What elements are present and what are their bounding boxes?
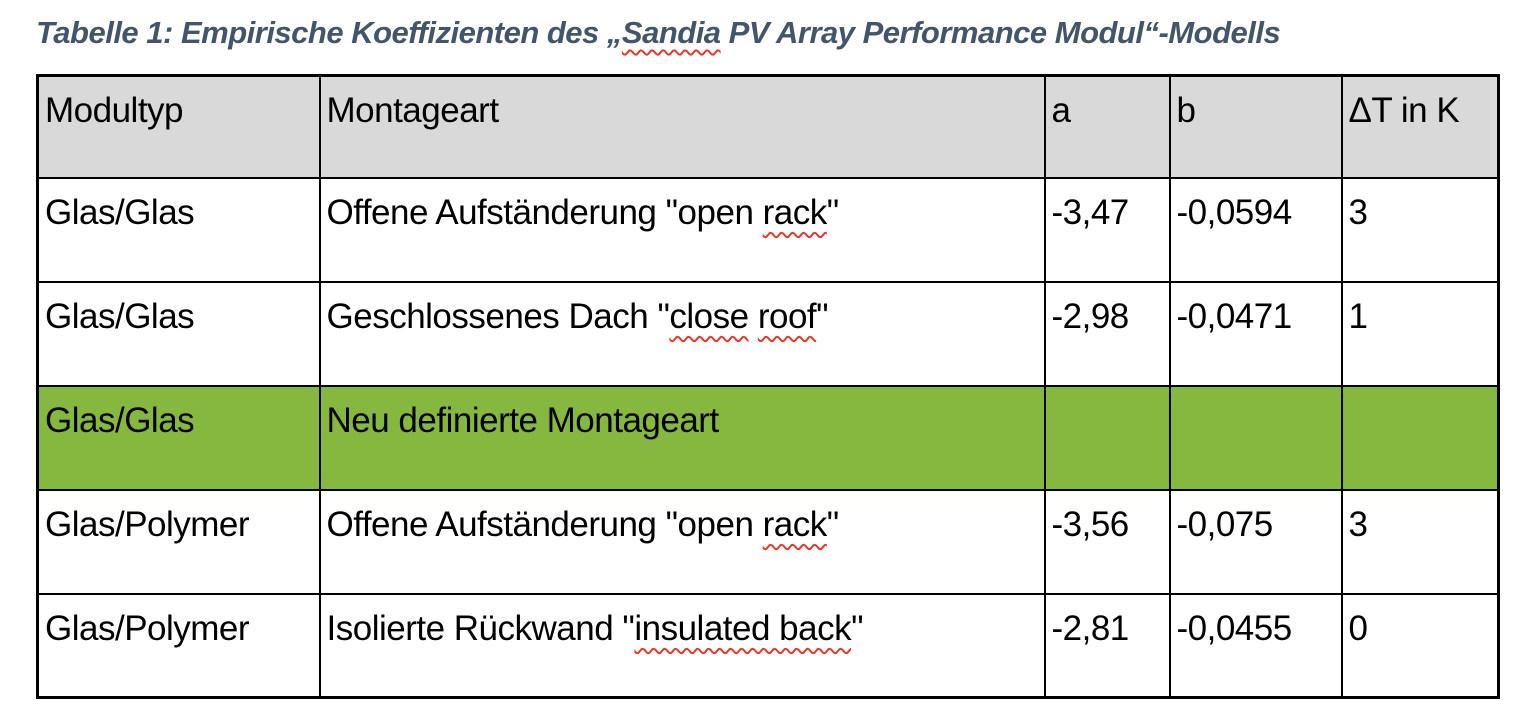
cell-montageart: Isolierte Rückwand "insulated back" — [318, 592, 1046, 699]
text-segment: " — [851, 608, 864, 648]
cell-dt: 3 — [1340, 488, 1500, 595]
text-segment: " — [826, 504, 839, 544]
table-row: Glas/Polymer Isolierte Rückwand "insulat… — [36, 592, 1500, 699]
misspelled-word: Sandia — [621, 15, 721, 50]
cell-a — [1043, 384, 1171, 491]
misspelled-word: insulated back — [634, 608, 852, 648]
header-cell-dt: ΔT in K — [1340, 74, 1500, 179]
document-page: Tabelle 1: Empirische Koeffizienten des … — [36, 12, 1540, 699]
table-row: Glas/Glas Geschlossenes Dach "close roof… — [36, 280, 1500, 387]
header-cell-modultyp: Modultyp — [36, 74, 321, 179]
text-segment: " — [816, 296, 829, 336]
cell-a: -3,56 — [1043, 488, 1171, 595]
cell-a: -2,81 — [1043, 592, 1171, 699]
text-segment: Isolierte Rückwand " — [326, 608, 635, 648]
cell-b: -0,075 — [1168, 488, 1343, 595]
cell-montageart: Neu definierte Montageart — [318, 384, 1046, 491]
text-segment: Geschlossenes Dach " — [326, 296, 670, 336]
header-cell-a: a — [1043, 74, 1171, 179]
header-cell-b: b — [1168, 74, 1343, 179]
text-segment: PV Array Performance Modul“-Modells — [720, 15, 1281, 50]
cell-b: -0,0471 — [1168, 280, 1343, 387]
cell-montageart: Offene Aufständerung "open rack" — [318, 176, 1046, 283]
header-cell-montageart: Montageart — [318, 74, 1046, 179]
table-caption: Tabelle 1: Empirische Koeffizienten des … — [36, 12, 1540, 54]
misspelled-word: close — [669, 296, 749, 336]
table-row: Glas/Glas Offene Aufständerung "open rac… — [36, 176, 1500, 283]
table-row-highlighted: Glas/Glas Neu definierte Montageart — [36, 384, 1500, 491]
cell-a: -2,98 — [1043, 280, 1171, 387]
text-segment: Offene Aufständerung "open — [326, 504, 763, 544]
text-segment: " — [826, 192, 839, 232]
text-segment — [749, 297, 758, 336]
cell-modultyp: Glas/Glas — [36, 384, 321, 491]
cell-modultyp: Glas/Glas — [36, 280, 321, 387]
text-segment: Neu definierte Montageart — [326, 400, 720, 440]
cell-modultyp: Glas/Polymer — [36, 488, 321, 595]
cell-dt: 3 — [1340, 176, 1500, 283]
misspelled-word: rack — [762, 504, 828, 544]
cell-b: -0,0455 — [1168, 592, 1343, 699]
cell-modultyp: Glas/Polymer — [36, 592, 321, 699]
cell-a: -3,47 — [1043, 176, 1171, 283]
cell-b: -0,0594 — [1168, 176, 1343, 283]
table-header-row: Modultyp Montageart a b ΔT in K — [36, 74, 1500, 179]
cell-modultyp: Glas/Glas — [36, 176, 321, 283]
text-segment: Offene Aufständerung "open — [326, 192, 763, 232]
cell-b — [1168, 384, 1343, 491]
table-row: Glas/Polymer Offene Aufständerung "open … — [36, 488, 1500, 595]
cell-montageart: Geschlossenes Dach "close roof" — [318, 280, 1046, 387]
cell-dt — [1340, 384, 1500, 491]
cell-dt: 1 — [1340, 280, 1500, 387]
text-segment: Tabelle 1: Empirische Koeffizienten des … — [36, 15, 622, 50]
cell-dt: 0 — [1340, 592, 1500, 699]
cell-montageart: Offene Aufständerung "open rack" — [318, 488, 1046, 595]
coefficients-table: Modultyp Montageart a b ΔT in K Glas/Gla… — [36, 74, 1500, 699]
misspelled-word: rack — [762, 192, 828, 232]
misspelled-word: roof — [757, 296, 817, 336]
